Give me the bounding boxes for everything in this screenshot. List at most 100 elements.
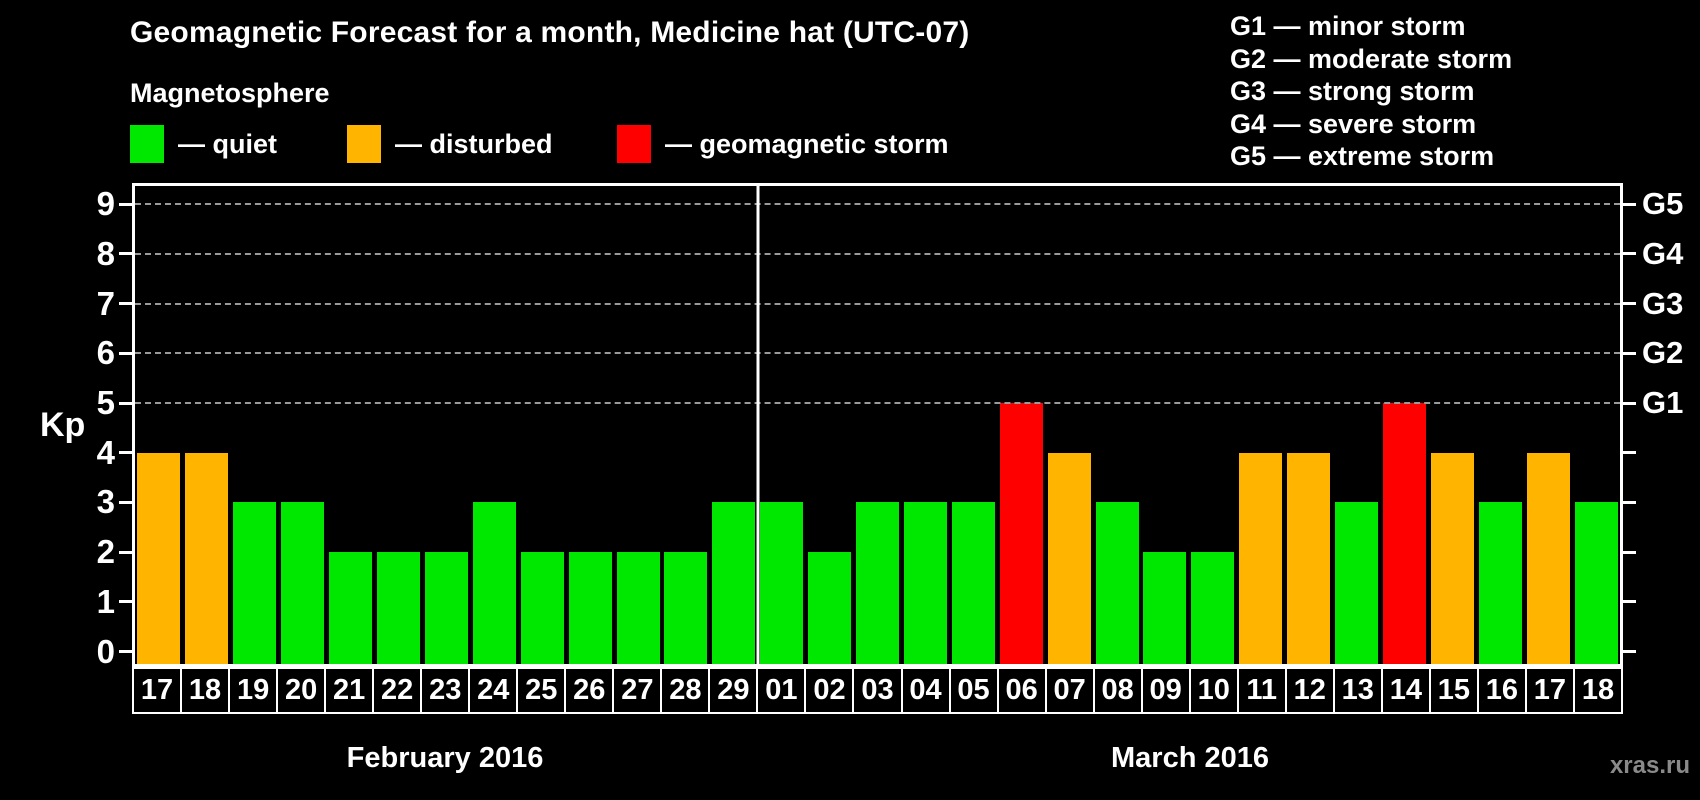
day-label-cell: 26 — [564, 667, 615, 714]
bar-slot-february-22 — [375, 186, 423, 664]
bar-slot-february-24 — [470, 186, 518, 664]
bar-slot-march-10 — [1189, 186, 1237, 664]
plot-area: 0 1 2 3 4 5 6 7 8 9 G1 G2 G3 G4 G5 — [97, 183, 1683, 670]
gridline-kp7 — [135, 302, 1620, 305]
y-axis-tick — [119, 600, 132, 604]
day-label-cell: 27 — [612, 667, 663, 714]
g-scale-label-g4: G4 — [1642, 235, 1684, 271]
bar-slot-march-04 — [902, 186, 950, 664]
kp-bar — [760, 502, 804, 664]
bar-slot-march-16 — [1476, 186, 1524, 664]
day-label-cell: 24 — [468, 667, 519, 714]
legend-item-storm: — geomagnetic storm — [617, 124, 949, 164]
y-axis-tick — [119, 500, 132, 504]
kp-bar — [1095, 502, 1139, 664]
day-label-cell: 21 — [324, 667, 375, 714]
bar-slot-march-13 — [1333, 186, 1381, 664]
y-axis-tick-label: 6 — [96, 334, 115, 372]
storm-scale-line: G1 — minor storm — [1230, 11, 1466, 41]
day-label-cell: 05 — [948, 667, 999, 714]
storm-color-swatch — [617, 125, 651, 163]
kp-bar — [856, 502, 900, 664]
kp-bar — [520, 552, 564, 664]
storm-scale-line: G4 — severe storm — [1230, 108, 1477, 139]
kp-bar — [951, 502, 995, 664]
day-label-cell: 04 — [900, 667, 951, 714]
bar-slot-february-23 — [422, 186, 470, 664]
day-label-cell: 11 — [1236, 667, 1287, 714]
day-label-cell: 19 — [228, 667, 279, 714]
bar-slot-march-05 — [949, 186, 997, 664]
gridline-kp6 — [135, 352, 1620, 355]
y-axis-tick — [119, 550, 132, 554]
kp-bar — [616, 552, 660, 664]
right-axis-tick — [1623, 550, 1636, 554]
day-label-cell: 17 — [132, 667, 183, 714]
bar-slot-february-21 — [327, 186, 375, 664]
y-axis-tick-label: 5 — [96, 384, 115, 421]
day-label-cell: 08 — [1092, 667, 1143, 714]
right-axis-tick — [1623, 650, 1636, 653]
y-axis-tick — [119, 202, 132, 206]
y-axis-tick-label: 4 — [96, 433, 115, 471]
day-label-cell: 25 — [516, 667, 567, 714]
bar-slot-march-17 — [1524, 186, 1572, 664]
storm-scale-line: G5 — extreme storm — [1230, 141, 1495, 171]
day-label-cell: 02 — [804, 667, 855, 714]
y-axis-tick-label: 3 — [96, 483, 115, 521]
right-axis-tick — [1623, 600, 1636, 604]
right-axis-tick — [1623, 500, 1636, 504]
day-label-cell: 13 — [1332, 667, 1383, 714]
right-axis-tick — [1623, 451, 1636, 455]
kp-bar — [185, 452, 229, 664]
month-label-march: March 2016 — [1111, 742, 1269, 774]
day-label-cell: 22 — [372, 667, 423, 714]
y-axis-tick — [119, 401, 132, 405]
storm-scale-line: G3 — strong storm — [1230, 76, 1475, 106]
day-label-cell: 09 — [1140, 667, 1191, 714]
kp-bar — [376, 552, 420, 664]
legend-label: — geomagnetic storm — [665, 128, 949, 159]
day-label-cell: 15 — [1428, 667, 1479, 714]
kp-bar — [281, 502, 325, 664]
bar-slot-february-17 — [135, 186, 183, 664]
bar-slot-march-07 — [1045, 186, 1093, 664]
kp-bar — [568, 552, 612, 664]
kp-bar — [1191, 552, 1235, 664]
bar-slot-february-29 — [710, 186, 758, 664]
g-scale-label-g1: G1 — [1642, 385, 1684, 420]
y-axis-tick — [119, 351, 132, 355]
y-axis-tick — [119, 650, 132, 653]
kp-bar — [233, 502, 277, 664]
bar-slot-march-02 — [806, 186, 854, 664]
bar-slot-february-20 — [279, 186, 327, 664]
y-axis-tick-label: 1 — [96, 582, 115, 620]
legend-label: — quiet — [178, 128, 277, 159]
kp-bar — [1383, 403, 1427, 664]
day-axis-row: 17 18 19 20 21 22 23 24 25 26 27 28 29 01 02 03 04 05 06 07… — [132, 667, 1623, 714]
bar-slot-march-18 — [1572, 186, 1620, 664]
y-axis-tick-label: 2 — [96, 533, 115, 571]
day-label-cell: 07 — [1044, 667, 1095, 714]
bar-slot-march-11 — [1237, 186, 1285, 664]
storm-scale-line: G2 — moderate storm — [1230, 43, 1513, 74]
day-label-cell: 16 — [1476, 667, 1527, 714]
kp-bar — [424, 552, 468, 664]
bar-slot-march-09 — [1141, 186, 1189, 664]
month-divider-line — [756, 186, 760, 664]
kp-bar — [999, 403, 1043, 664]
bar-slot-march-08 — [1093, 186, 1141, 664]
right-axis-tick — [1623, 401, 1636, 405]
chart-title: Geomagnetic Forecast for a month, Medici… — [130, 16, 970, 49]
magnetosphere-label: Magnetosphere — [130, 78, 330, 108]
bar-slot-march-12 — [1285, 186, 1333, 664]
day-label-cell: 17 — [1524, 667, 1575, 714]
y-axis-tick — [119, 451, 132, 455]
kp-bar — [1239, 452, 1283, 664]
kp-bar — [1430, 452, 1474, 664]
y-axis-tick — [119, 302, 132, 306]
day-label-cell: 18 — [1572, 667, 1623, 714]
day-label-cell: 01 — [756, 667, 807, 714]
day-label-cell: 28 — [660, 667, 711, 714]
